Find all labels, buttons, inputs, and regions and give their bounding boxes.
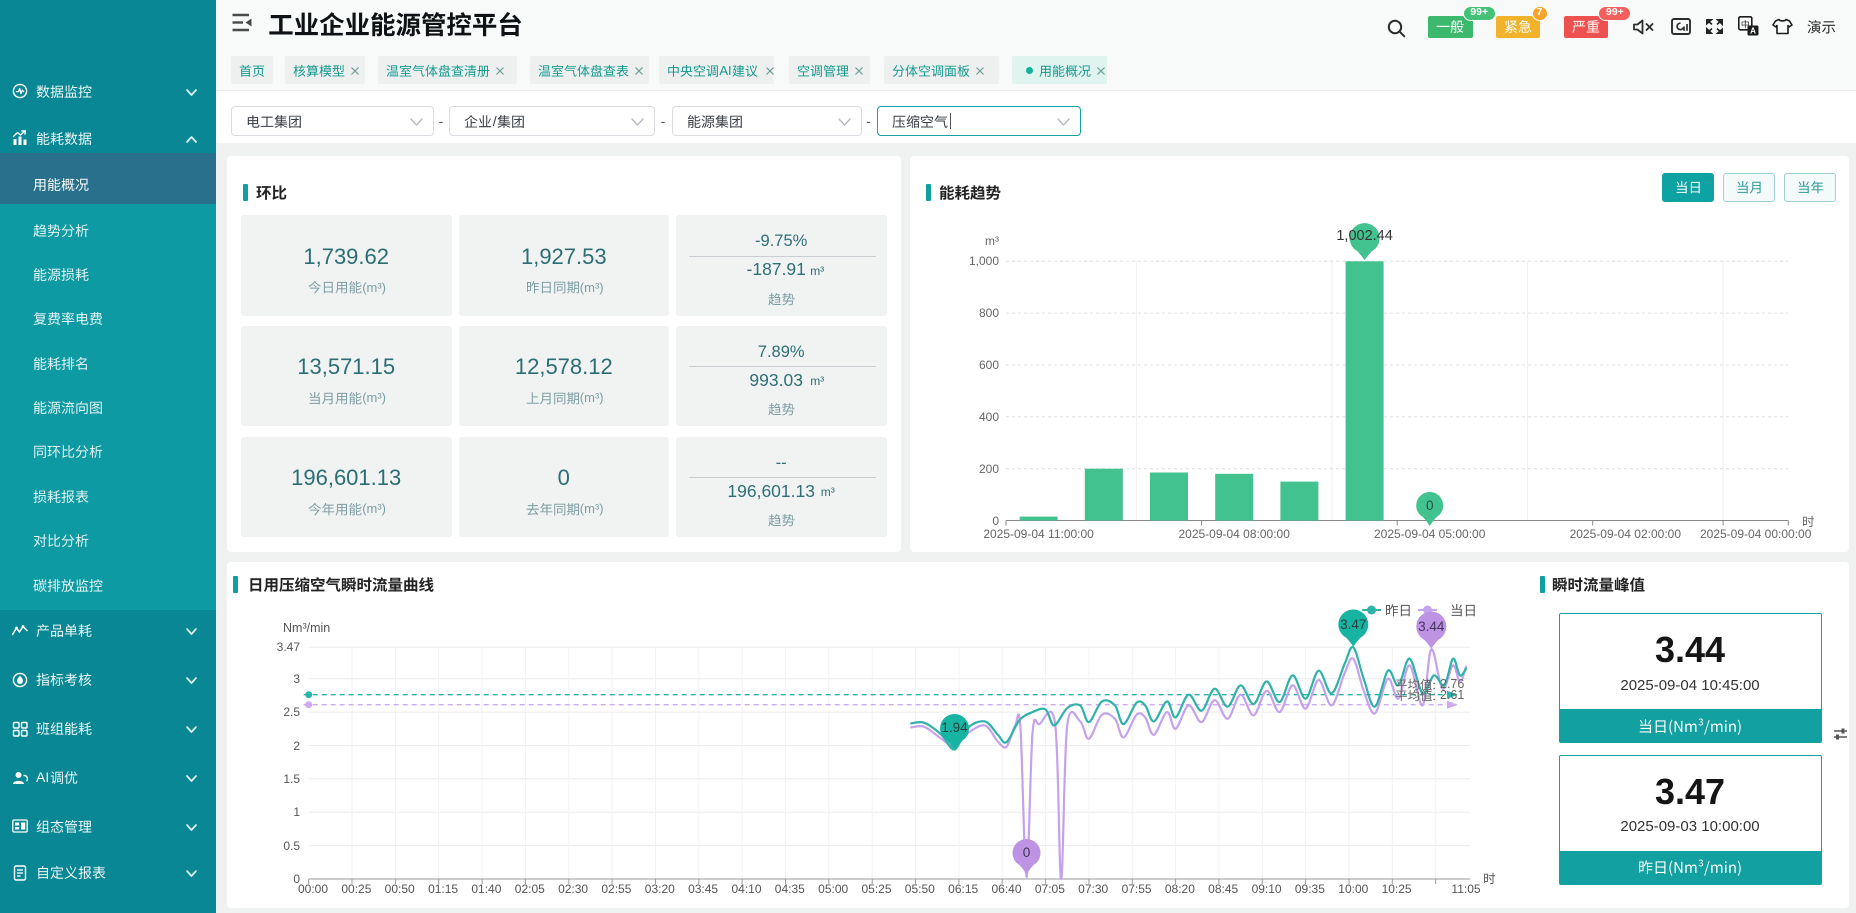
svg-text:A: A — [1750, 27, 1756, 36]
svg-text:0: 0 — [1426, 498, 1434, 513]
